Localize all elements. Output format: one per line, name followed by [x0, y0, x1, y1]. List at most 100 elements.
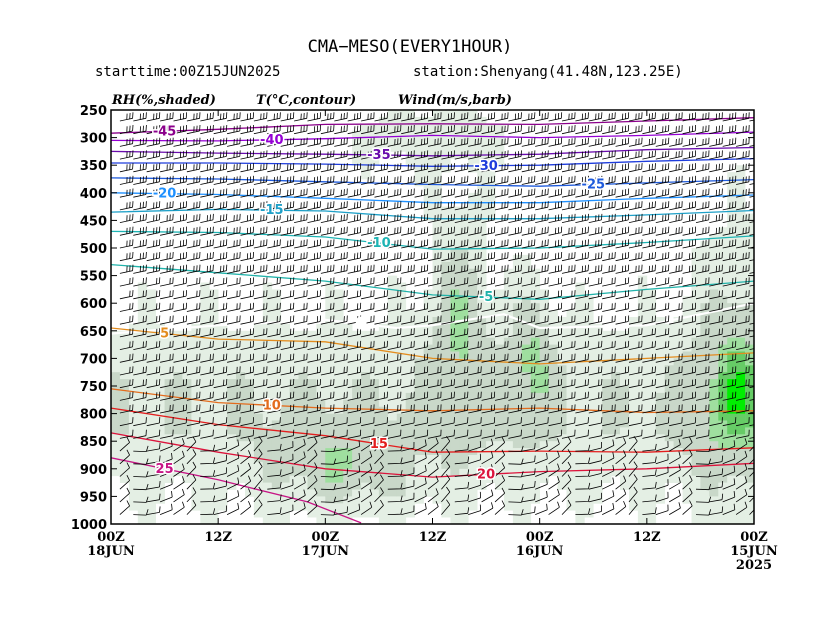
rh-cell — [334, 441, 344, 449]
rh-cell — [209, 434, 219, 442]
wind-barb — [642, 353, 656, 363]
wind-barb — [320, 391, 335, 401]
rh-cell — [709, 303, 719, 311]
wind-barb — [494, 429, 509, 439]
rh-cell — [173, 406, 183, 414]
rh-cell — [146, 413, 156, 421]
rh-cell — [236, 344, 246, 352]
rh-cell — [200, 455, 210, 463]
wind-barb — [508, 251, 522, 262]
rh-cell — [459, 379, 469, 387]
rh-cell — [566, 475, 576, 483]
rh-cell — [459, 392, 469, 401]
wind-barb — [682, 436, 693, 452]
wind-barb — [186, 163, 201, 173]
rh-cell — [227, 392, 237, 401]
rh-cell — [459, 330, 469, 339]
rh-cell — [405, 468, 415, 477]
rh-cell — [146, 303, 156, 311]
rh-cell — [423, 185, 433, 194]
wind-barb — [722, 302, 737, 312]
rh-cell — [432, 365, 442, 373]
wind-barb — [173, 251, 187, 262]
rh-cell — [611, 441, 621, 449]
rh-cell — [387, 489, 398, 497]
wind-barb — [615, 251, 630, 262]
rh-cell — [709, 261, 719, 270]
y-tick-label: 350 — [80, 159, 107, 174]
rh-cell — [253, 489, 264, 497]
wind-barb — [173, 302, 187, 312]
rh-cell — [691, 392, 701, 401]
wind-barb — [709, 506, 724, 515]
wind-barb — [588, 480, 602, 490]
rh-cell — [370, 496, 380, 504]
wind-barb — [468, 124, 482, 135]
rh-cell — [396, 365, 407, 373]
wind-barb — [535, 213, 549, 223]
wind-barb — [508, 112, 522, 122]
rh-cell — [262, 289, 273, 297]
wind-barb — [307, 201, 321, 211]
wind-barb — [602, 340, 616, 350]
wind-barb — [361, 201, 375, 211]
rh-cell — [137, 510, 148, 518]
rh-cell — [128, 461, 139, 470]
rh-cell — [236, 406, 246, 414]
rh-cell — [673, 461, 683, 470]
rh-cell — [325, 503, 335, 511]
wind-barb — [427, 353, 442, 363]
wind-barb — [454, 340, 469, 350]
wind-barb — [709, 175, 723, 185]
rh-cell — [405, 482, 415, 490]
rh-cell — [655, 365, 666, 373]
rh-cell — [236, 475, 246, 483]
rh-cell — [468, 137, 478, 145]
rh-cell — [673, 365, 683, 373]
rh-cell — [236, 461, 246, 470]
wind-barb — [307, 340, 321, 350]
wind-barb — [186, 137, 201, 147]
wind-barb — [360, 501, 373, 515]
rh-cell — [137, 399, 148, 408]
rh-cell — [119, 330, 130, 339]
wind-barb — [307, 417, 321, 427]
rh-cell — [423, 372, 433, 380]
wind-barb — [414, 439, 427, 452]
rh-cell — [691, 254, 701, 263]
rh-cell — [450, 427, 460, 435]
wind-barb — [146, 124, 161, 135]
rh-cell — [530, 489, 540, 497]
rh-cell — [298, 496, 308, 504]
rh-cell — [664, 399, 674, 408]
rh-cell — [414, 489, 424, 497]
rh-cell — [441, 365, 451, 373]
rh-cell — [477, 399, 487, 408]
wind-barb — [347, 239, 362, 249]
rh-cell — [468, 455, 478, 463]
rh-cell — [271, 365, 282, 373]
wind-barb — [401, 441, 415, 452]
rh-cell — [387, 455, 398, 463]
wind-barb — [695, 445, 712, 452]
rh-cell — [316, 448, 326, 456]
rh-cell — [271, 489, 282, 497]
rh-cell — [182, 379, 192, 387]
rh-cell — [334, 399, 344, 408]
rh-cell — [191, 406, 201, 414]
rh-cell — [146, 330, 156, 339]
wind-barb — [267, 290, 281, 300]
rh-cell — [432, 303, 442, 311]
rh-cell — [593, 427, 603, 435]
rh-cell — [119, 413, 130, 421]
wind-barb — [280, 175, 295, 185]
rh-cell — [566, 330, 576, 339]
rh-cell — [503, 496, 514, 504]
rh-cell — [566, 455, 576, 463]
wind-barb — [682, 277, 696, 287]
rh-cell — [137, 496, 148, 504]
wind-barb — [615, 302, 630, 312]
rh-cell — [477, 468, 487, 477]
rh-cell — [128, 468, 139, 477]
wind-barb — [227, 124, 241, 135]
